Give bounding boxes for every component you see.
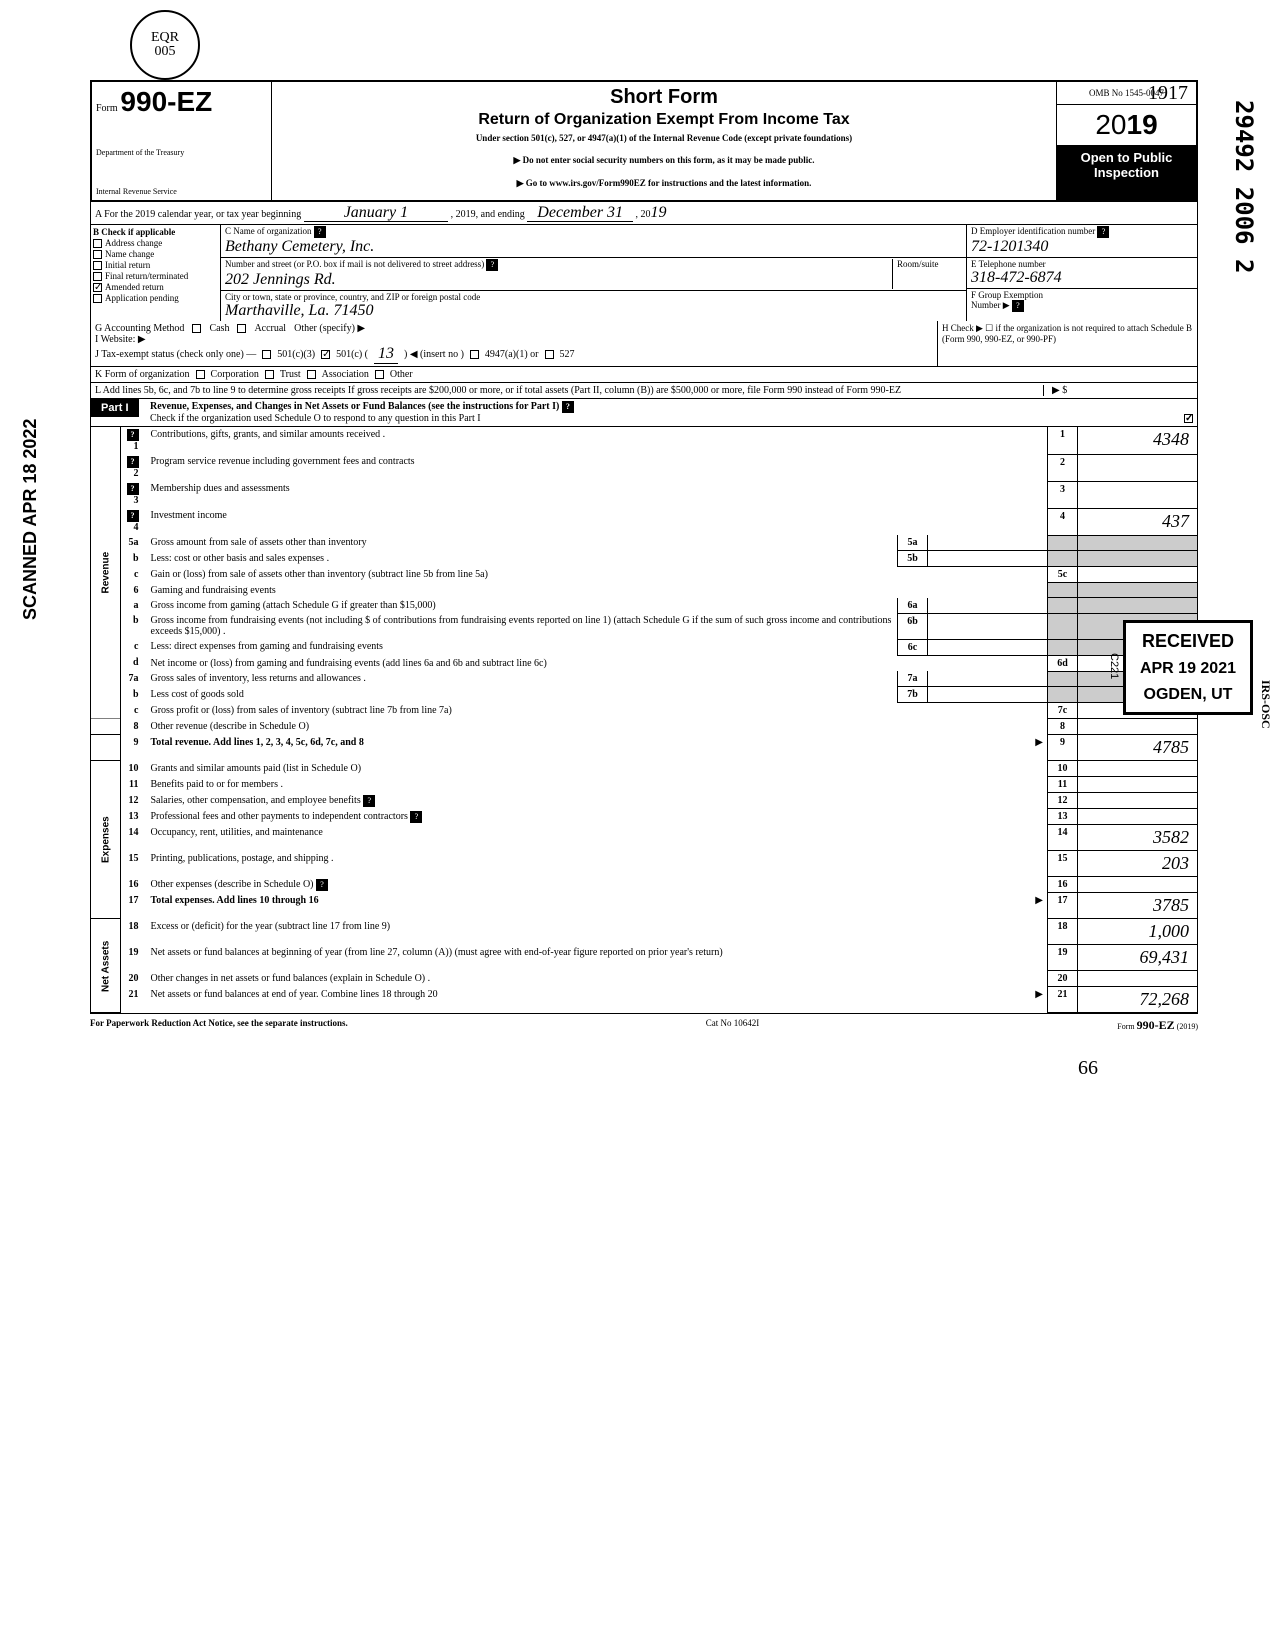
tax-year: 2019 (1057, 105, 1196, 146)
row-l: L Add lines 5b, 6c, and 7b to line 9 to … (90, 383, 1198, 399)
part-1-header: Part I Revenue, Expenses, and Changes in… (90, 399, 1198, 427)
page-footer: For Paperwork Reduction Act Notice, see … (90, 1013, 1198, 1037)
row-a-calendar-year: A For the 2019 calendar year, or tax yea… (90, 202, 1198, 225)
row-k: K Form of organization Corporation Trust… (90, 367, 1198, 383)
row-h: H Check ▶ ☐ if the organization is not r… (937, 321, 1197, 366)
city-state-zip: Marthaville, La. 71450 (225, 302, 373, 319)
short-form-title: Short Form (292, 86, 1036, 109)
handwritten-1917: 1917 (1148, 82, 1188, 105)
schedule-o-checkbox[interactable] (1184, 414, 1193, 423)
received-stamp: RECEIVED APR 19 2021 OGDEN, UT C221 (1123, 620, 1253, 715)
doc-id-right: 29492 2006 2 (1230, 100, 1258, 273)
org-name: Bethany Cemetery, Inc. (225, 238, 374, 255)
amended-return-checkbox[interactable] (93, 283, 102, 292)
street-address: 202 Jennings Rd. (225, 271, 336, 288)
revenue-expense-table: Revenue ? 1 Contributions, gifts, grants… (90, 427, 1198, 1013)
header-grid: B Check if applicable Address change Nam… (90, 225, 1198, 321)
scanned-stamp: SCANNED APR 18 2022 (20, 419, 41, 620)
open-public: Open to Public Inspection (1057, 146, 1196, 200)
501c-checkbox[interactable] (321, 350, 330, 359)
irs-osc-label: IRS-OSC (1258, 680, 1273, 729)
ein: 72-1201340 (971, 238, 1048, 255)
stamp-circle: EQR 005 (130, 10, 200, 80)
return-title: Return of Organization Exempt From Incom… (292, 111, 1036, 129)
form-header: Form 990-EZ Department of the Treasury I… (90, 80, 1198, 202)
page-number: 66 (90, 1057, 1198, 1080)
form-number: 990-EZ (120, 86, 212, 117)
telephone: 318-472-6874 (971, 269, 1062, 286)
